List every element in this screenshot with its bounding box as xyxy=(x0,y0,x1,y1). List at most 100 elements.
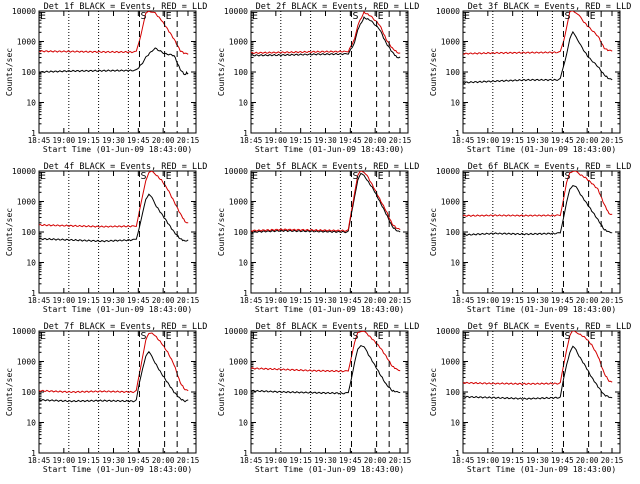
x-tick-label: 20:15 xyxy=(177,296,200,305)
y-tick-label: 100 xyxy=(22,228,37,237)
x-tick-label: 19:00 xyxy=(53,136,76,145)
marker-label-e-start: E xyxy=(252,171,258,182)
plot-frame xyxy=(250,330,409,454)
y-tick-label: 1000 xyxy=(229,38,248,47)
x-tick-label: 20:00 xyxy=(152,136,175,145)
y-axis-label: Counts/sec xyxy=(5,368,14,416)
x-tick-label: 19:15 xyxy=(501,136,524,145)
x-tick-label: 19:15 xyxy=(77,456,100,465)
marker-label-s: S xyxy=(352,11,358,22)
x-tick-label: 19:30 xyxy=(314,296,337,305)
x-axis-label: Start Time (01-Jun-09 18:43:00) xyxy=(255,305,404,314)
x-tick-label: 18:45 xyxy=(28,296,51,305)
y-tick-label: 1000 xyxy=(229,358,248,367)
y-tick-label: 10000 xyxy=(224,167,248,176)
series-line-lld xyxy=(463,331,613,386)
x-tick-label: 18:45 xyxy=(452,456,475,465)
chart-title: Det 1f BLACK = Events, RED = LLD xyxy=(44,2,208,12)
chart-title: Det 7f BLACK = Events, RED = LLD xyxy=(44,322,208,332)
x-tick-label: 19:45 xyxy=(551,136,574,145)
marker-label-e: E xyxy=(590,11,596,22)
marker-label-e: E xyxy=(590,331,596,342)
y-tick-label: 10000 xyxy=(224,327,248,336)
y-tick-label: 10 xyxy=(238,259,248,268)
y-axis-label: Counts/sec xyxy=(5,208,14,256)
marker-label-s: S xyxy=(140,331,146,342)
x-tick-label: 20:00 xyxy=(576,456,599,465)
chart-title: Det 4f BLACK = Events, RED = LLD xyxy=(44,162,208,172)
x-tick-label: 20:15 xyxy=(389,136,412,145)
y-tick-label: 10000 xyxy=(436,327,460,336)
series-line-events xyxy=(463,30,613,84)
x-tick-label: 19:30 xyxy=(102,456,125,465)
x-tick-label: 20:00 xyxy=(576,136,599,145)
x-tick-label: 20:00 xyxy=(364,296,387,305)
x-tick-label: 18:45 xyxy=(240,296,263,305)
x-tick-label: 20:15 xyxy=(389,456,412,465)
y-tick-label: 100 xyxy=(234,228,249,237)
y-tick-label: 10 xyxy=(450,419,460,428)
y-tick-label: 100 xyxy=(22,388,37,397)
x-tick-label: 18:45 xyxy=(240,136,263,145)
x-tick-label: 19:15 xyxy=(77,296,100,305)
y-tick-label: 10 xyxy=(26,259,36,268)
marker-label-e: E xyxy=(166,331,172,342)
chart-title: Det 5f BLACK = Events, RED = LLD xyxy=(256,162,420,172)
x-tick-label: 19:15 xyxy=(501,456,524,465)
y-tick-label: 1000 xyxy=(441,198,460,207)
y-tick-label: 100 xyxy=(446,388,461,397)
marker-label-e-start: E xyxy=(40,11,46,22)
x-axis-label: Start Time (01-Jun-09 18:43:00) xyxy=(467,145,616,154)
y-tick-label: 10 xyxy=(26,99,36,108)
plot-frame xyxy=(462,10,621,134)
x-tick-label: 19:30 xyxy=(526,296,549,305)
x-tick-label: 18:45 xyxy=(452,296,475,305)
y-tick-label: 100 xyxy=(234,68,249,77)
x-tick-label: 19:45 xyxy=(127,296,150,305)
marker-label-e: E xyxy=(590,171,596,182)
x-tick-label: 19:00 xyxy=(53,296,76,305)
plot-frame xyxy=(462,330,621,454)
y-tick-label: 100 xyxy=(234,388,249,397)
x-tick-label: 20:15 xyxy=(601,456,624,465)
y-tick-label: 10000 xyxy=(436,167,460,176)
x-tick-label: 20:00 xyxy=(152,296,175,305)
marker-label-e-start: E xyxy=(40,331,46,342)
y-tick-label: 1 xyxy=(31,449,36,458)
x-tick-label: 19:30 xyxy=(314,456,337,465)
x-tick-label: 19:00 xyxy=(265,136,288,145)
x-tick-label: 19:45 xyxy=(339,136,362,145)
marker-label-s: S xyxy=(140,171,146,182)
x-axis-label: Start Time (01-Jun-09 18:43:00) xyxy=(43,465,192,474)
panel-1: Det 1f BLACK = Events, RED = LLD 1 10 100 10… xyxy=(5,2,207,154)
x-tick-label: 18:45 xyxy=(240,456,263,465)
chart-title: Det 2f BLACK = Events, RED = LLD xyxy=(256,2,420,12)
y-tick-label: 1 xyxy=(455,449,460,458)
y-axis-label: Counts/sec xyxy=(429,368,438,416)
x-tick-label: 19:30 xyxy=(102,296,125,305)
x-tick-label: 19:00 xyxy=(265,456,288,465)
x-tick-label: 19:30 xyxy=(102,136,125,145)
marker-label-e-start: E xyxy=(464,11,470,22)
marker-label-s: S xyxy=(352,171,358,182)
x-tick-label: 19:15 xyxy=(289,136,312,145)
marker-label-e-start: E xyxy=(252,331,258,342)
x-tick-label: 20:00 xyxy=(364,456,387,465)
y-tick-label: 100 xyxy=(22,68,37,77)
x-tick-label: 20:00 xyxy=(576,296,599,305)
x-tick-label: 20:15 xyxy=(389,296,412,305)
x-tick-label: 19:30 xyxy=(526,136,549,145)
x-tick-label: 19:30 xyxy=(314,136,337,145)
series-line-events xyxy=(39,350,189,403)
panel-3: Det 3f BLACK = Events, RED = LLD 1 10 100 10… xyxy=(429,2,631,154)
y-tick-label: 10 xyxy=(238,419,248,428)
y-tick-label: 1000 xyxy=(17,198,36,207)
x-tick-label: 20:00 xyxy=(152,456,175,465)
marker-label-s: S xyxy=(140,11,146,22)
x-tick-label: 19:15 xyxy=(501,296,524,305)
series-line-events xyxy=(39,47,189,76)
marker-label-e: E xyxy=(378,171,384,182)
y-tick-label: 1 xyxy=(31,289,36,298)
x-axis-label: Start Time (01-Jun-09 18:43:00) xyxy=(43,305,192,314)
